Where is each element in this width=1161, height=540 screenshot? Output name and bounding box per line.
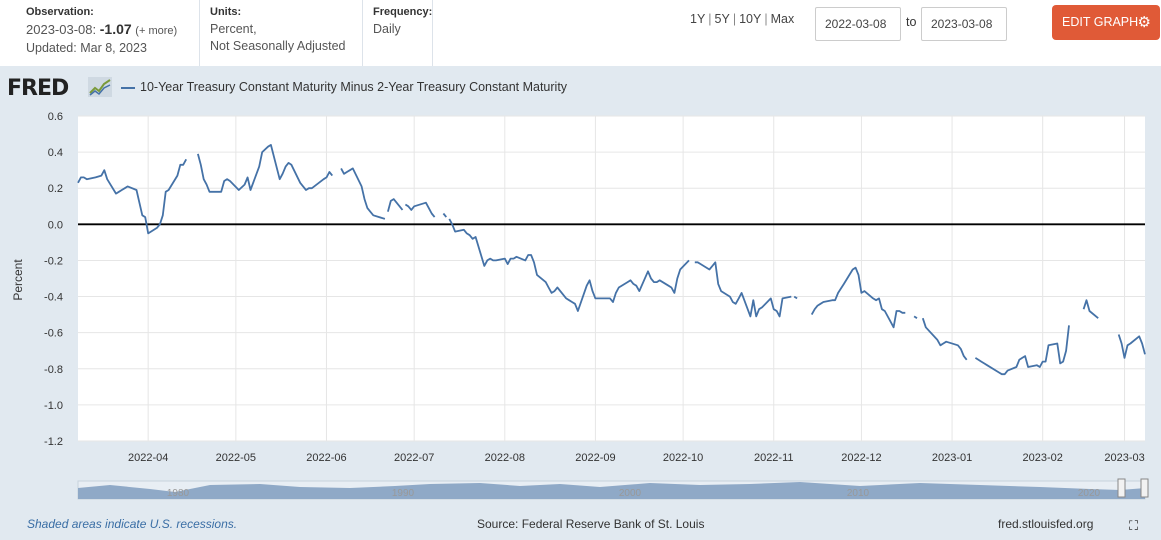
y-tick-label: -0.6 xyxy=(44,328,63,340)
units-line1: Percent, xyxy=(210,22,257,36)
x-tick-label: 2023-02 xyxy=(1022,452,1062,464)
legend: 10-Year Treasury Constant Maturity Minus… xyxy=(121,80,567,94)
series-line-segment xyxy=(913,315,918,319)
navigator-label: 2010 xyxy=(847,488,870,499)
series-line-segment xyxy=(77,158,187,235)
fullscreen-icon[interactable]: ⛶ xyxy=(1129,518,1139,533)
series-line-segment xyxy=(793,295,798,300)
x-tick-label: 2022-09 xyxy=(575,452,615,464)
frequency-label: Frequency: xyxy=(373,6,433,18)
recession-note: Shaded areas indicate U.S. recessions. xyxy=(27,517,238,531)
observation-date: 2023-03-08: xyxy=(26,22,97,37)
series-line-segment xyxy=(921,317,968,361)
units-box: Units: Percent, Not Seasonally Adjusted xyxy=(200,0,363,66)
x-tick-label: 2022-08 xyxy=(485,452,525,464)
y-tick-label: -0.8 xyxy=(44,364,63,376)
navigator-area xyxy=(78,482,1145,499)
x-tick-label: 2023-03 xyxy=(1104,452,1144,464)
y-tick-label: 0.6 xyxy=(48,111,63,123)
date-from-input[interactable]: 2022-03-08 xyxy=(815,7,901,41)
header: Observation: 2023-03-08: -1.07 (+ more) … xyxy=(0,0,1161,66)
y-tick-label: -1.0 xyxy=(44,400,63,412)
navigator-label: 1980 xyxy=(167,488,190,499)
site-link[interactable]: fred.stlouisfed.org xyxy=(998,517,1094,531)
frequency-box: Frequency: Daily xyxy=(363,0,433,66)
y-tick-label: 0.0 xyxy=(48,219,63,231)
x-tick-label: 2022-05 xyxy=(216,452,256,464)
range-1y[interactable]: 1Y xyxy=(690,12,706,26)
range-10y[interactable]: 10Y xyxy=(739,12,762,26)
series-line-segment xyxy=(1082,299,1099,319)
navigator-label: 2020 xyxy=(1078,488,1101,499)
series-line-segment xyxy=(1117,334,1146,359)
range-5y[interactable]: 5Y xyxy=(714,12,730,26)
updated-text: Updated: Mar 8, 2023 xyxy=(26,41,147,55)
plot-area xyxy=(78,116,1145,441)
series-lines xyxy=(77,143,1146,376)
navigator-label: 2000 xyxy=(619,488,642,499)
units-line2: Not Seasonally Adjusted xyxy=(210,39,346,53)
x-tick-label: 2022-10 xyxy=(663,452,703,464)
fred-logo: FRED xyxy=(7,76,69,101)
x-tick-label: 2023-01 xyxy=(932,452,972,464)
gear-icon: ⚙ xyxy=(1137,14,1151,31)
x-tick-label: 2022-07 xyxy=(394,452,434,464)
observation-more-link[interactable]: (+ more) xyxy=(135,25,178,37)
series-line-segment xyxy=(974,325,1070,376)
gridlines xyxy=(78,115,1145,442)
series-line-segment xyxy=(442,212,448,218)
series-line-segment xyxy=(404,201,436,218)
navigator-right-handle[interactable] xyxy=(1140,478,1149,498)
x-tick-label: 2022-11 xyxy=(754,452,794,464)
series-line-segment xyxy=(810,266,906,329)
series-line-segment xyxy=(694,261,792,318)
series-line-segment xyxy=(340,167,386,220)
navigator[interactable]: 1980 1990 2000 2010 2020 xyxy=(77,478,1149,500)
series-line-segment xyxy=(387,198,404,212)
observation-label: Observation: xyxy=(26,6,94,18)
y-tick-label: -0.2 xyxy=(44,255,63,267)
y-tick-label: 0.2 xyxy=(48,183,63,195)
observation-line: 2023-03-08: -1.07 (+ more) xyxy=(26,21,189,40)
to-label: to xyxy=(906,15,917,29)
units-label: Units: xyxy=(210,6,242,18)
y-tick-label: 0.4 xyxy=(48,147,63,159)
series-line-segment xyxy=(448,218,690,312)
series-line-segment xyxy=(197,143,334,193)
date-to-input[interactable]: 2023-03-08 xyxy=(921,7,1007,41)
y-tick-label: -1.2 xyxy=(44,436,63,448)
y-axis-label: Percent xyxy=(11,259,25,301)
legend-label: 10-Year Treasury Constant Maturity Minus… xyxy=(140,80,568,94)
source-text: Source: Federal Reserve Bank of St. Loui… xyxy=(477,517,705,531)
edit-graph-button[interactable]: EDIT GRAPH ⚙ xyxy=(1052,5,1160,40)
edit-graph-label: EDIT GRAPH xyxy=(1062,15,1139,29)
range-selector: 1Y | 5Y | 10Y | Max xyxy=(690,12,795,26)
x-tick-label: 2022-12 xyxy=(841,452,881,464)
x-tick-label: 2022-04 xyxy=(128,452,168,464)
navigator-label: 1990 xyxy=(392,488,415,499)
legend-swatch xyxy=(121,86,135,89)
observation-value: -1.07 xyxy=(99,21,132,37)
x-tick-label: 2022-06 xyxy=(306,452,346,464)
frequency-value: Daily xyxy=(373,22,401,36)
range-max[interactable]: Max xyxy=(770,12,795,26)
navigator-left-handle[interactable] xyxy=(1117,478,1126,498)
fred-logo-chart-icon xyxy=(88,77,112,97)
y-axis-ticks: 0.6 0.4 0.2 0.0 -0.2 -0.4 -0.6 -0.8 -1.0 -1.2 xyxy=(44,111,63,448)
x-axis-ticks: 2022-04 2022-05 2022-06 2022-07 2022-08 2022-… xyxy=(128,452,1145,464)
y-tick-label: -0.4 xyxy=(44,292,63,304)
observation-box: Observation: 2023-03-08: -1.07 (+ more) … xyxy=(16,0,200,66)
